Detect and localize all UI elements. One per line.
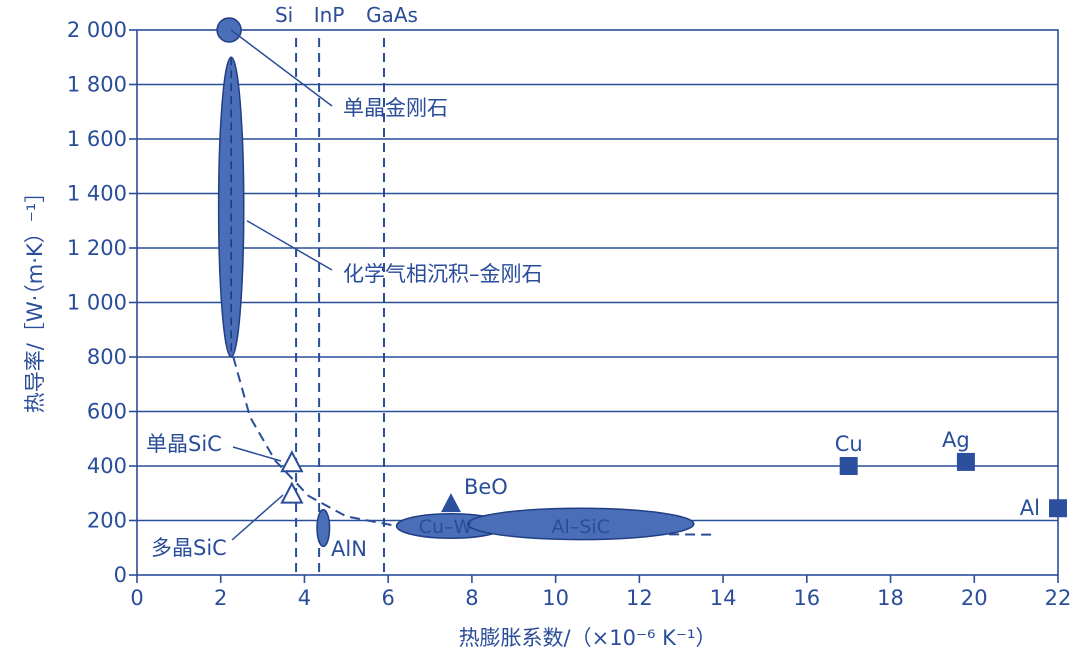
x-tick-label: 18 (877, 586, 904, 610)
x-tick-label: 8 (465, 586, 478, 610)
x-axis-title: 热膨胀系数/（×10⁻⁶ K⁻¹） (459, 626, 717, 650)
ellipse-label-al-sic: Al–SiC (552, 516, 610, 538)
annotation-label: AlN (331, 537, 367, 561)
ellipse-1 (316, 508, 331, 548)
annotation-leader-line (231, 494, 284, 541)
x-tick-label: 16 (793, 586, 820, 610)
filled-triangle-marker (440, 493, 461, 513)
y-tick-label: 800 (87, 345, 127, 369)
y-tick-label: 2 000 (67, 18, 127, 42)
ref-line-label-gaas: GaAs (366, 3, 418, 27)
annotation-label: 化学气相沉积–金刚石 (343, 262, 543, 286)
y-tick-label: 1 000 (67, 291, 127, 315)
ellipse-label-cu-w: Cu–W (419, 516, 473, 538)
x-tick-label: 2 (214, 586, 227, 610)
open-triangle-marker (280, 481, 304, 504)
y-tick-label: 200 (87, 509, 127, 533)
y-tick-label: 1 200 (67, 236, 127, 260)
x-tick-label: 14 (710, 586, 737, 610)
point-label-beo: BeO (464, 475, 508, 499)
trend-curve (232, 356, 715, 536)
y-axis-title: 热导率/［W·（m·K）⁻¹］ (23, 182, 47, 413)
x-tick-label: 4 (298, 586, 311, 610)
y-tick-label: 0 (114, 563, 127, 587)
annotation-leader-line (232, 446, 282, 462)
circle-marker (216, 17, 242, 43)
x-tick-label: 6 (381, 586, 394, 610)
square-marker-ag (956, 452, 975, 471)
ellipse-3 (466, 507, 695, 541)
x-tick-label: 20 (961, 586, 988, 610)
x-tick-label: 10 (542, 586, 569, 610)
square-marker-cu (839, 457, 858, 475)
point-label-ag: Ag (942, 428, 970, 452)
y-tick-label: 400 (87, 454, 127, 478)
open-triangle-marker (280, 450, 304, 473)
x-tick-label: 12 (626, 586, 653, 610)
y-tick-label: 1 400 (67, 182, 127, 206)
y-tick-label: 1 600 (67, 127, 127, 151)
annotation-label: 单晶金刚石 (343, 96, 448, 120)
y-tick-label: 1 800 (67, 73, 127, 97)
y-tick-label: 600 (87, 400, 127, 424)
x-tick-label: 0 (130, 586, 143, 610)
point-label-al: Al (1020, 496, 1040, 520)
ref-line-label-inp: InP (314, 3, 345, 27)
annotation-leader-line (246, 220, 333, 271)
annotation-label: 多晶SiC (151, 536, 227, 560)
point-label-cu: Cu (835, 432, 863, 456)
ref-line-label-si: Si (275, 3, 293, 27)
annotation-label: 单晶SiC (146, 432, 222, 456)
annotation-leader-line (230, 29, 333, 107)
x-tick-label: 22 (1045, 586, 1072, 610)
square-marker-al (1049, 499, 1067, 518)
